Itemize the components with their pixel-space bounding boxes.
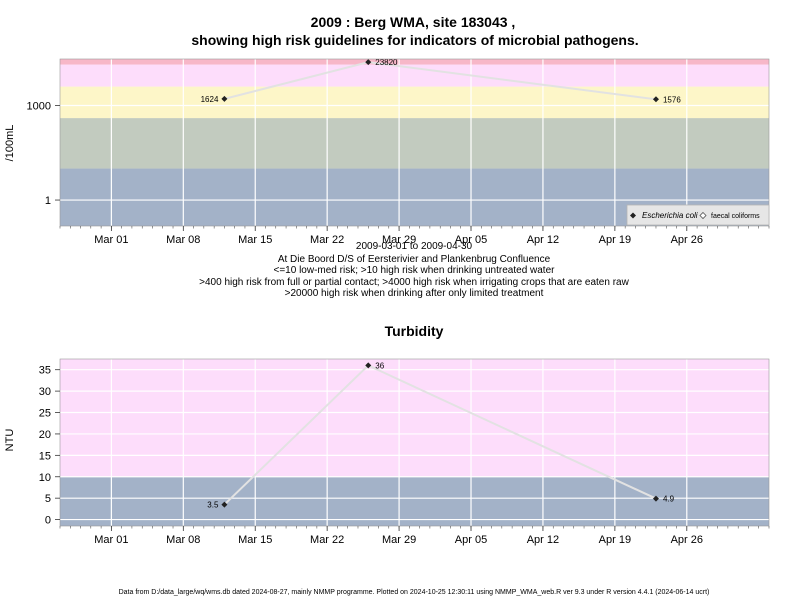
note-risk-contact: >400 high risk from full or partial cont…	[199, 277, 629, 288]
legend-ecoli-marker	[630, 212, 636, 219]
counts-xtick-label-0: Mar 01	[94, 234, 128, 246]
turbidity-ytick-label-5: 25	[39, 408, 51, 420]
turbidity-point-2	[652, 495, 659, 502]
counts-point-label-1: 23820	[375, 58, 398, 67]
counts-point-2	[652, 96, 659, 103]
ecoli-series: 1624 23820 1576	[201, 58, 682, 104]
note-daterange: 2009-03-01 to 2009-04-30	[356, 241, 473, 252]
y-axis-label-counts: /100mL	[4, 125, 16, 162]
counts-band-1	[60, 118, 769, 169]
note-site: At Die Boord D/S of Eersterivier and Pla…	[278, 254, 551, 265]
turbidity-xtick-label-5: Apr 05	[455, 534, 487, 546]
counts-point-label-2: 1576	[663, 95, 681, 104]
turbidity-ytick-label-6: 30	[39, 386, 51, 398]
legend-ecoli-label: Escherichia coli	[642, 211, 698, 220]
turbidity-xtick-label-2: Mar 15	[238, 534, 272, 546]
counts-xtick-label-1: Mar 08	[166, 234, 200, 246]
counts-xtick-label-5: Apr 05	[455, 234, 487, 246]
counts-xtick-label-7: Apr 19	[599, 234, 631, 246]
footer-note: Data from D:/data_large/wq/wms.db dated …	[119, 589, 710, 596]
counts-ytick-label-0: 1	[45, 195, 51, 207]
counts-band-2	[60, 86, 769, 119]
counts-point-label-0: 1624	[201, 95, 219, 104]
axes-turbidity: Mar 01 Mar 08 Mar 15 Mar 22 Mar 29 Apr 05 Apr …	[39, 358, 770, 546]
turbidity-xtick-label-4: Mar 29	[382, 534, 416, 546]
turbidity-ytick-label-0: 0	[45, 515, 51, 527]
y-axis-label-ntu: NTU	[4, 429, 16, 452]
counts-band-3	[60, 64, 769, 87]
risk-bands	[60, 59, 769, 226]
counts-ytick-label-1: 1000	[27, 101, 51, 113]
counts-band-4	[60, 59, 769, 65]
counts-xtick-label-3: Mar 22	[310, 234, 344, 246]
turbidity-xtick-label-0: Mar 01	[94, 534, 128, 546]
counts-plot-frame	[59, 58, 770, 227]
counts-point-1	[365, 59, 372, 66]
turbidity-xtick-label-1: Mar 08	[166, 534, 200, 546]
turbidity-ytick-label-3: 15	[39, 450, 51, 462]
turbidity-band-1	[60, 359, 769, 477]
turbidity-ytick-label-2: 10	[39, 472, 51, 484]
chart-title-line2: showing high risk guidelines for indicat…	[191, 32, 638, 48]
turbidity-xtick-label-3: Mar 22	[310, 534, 344, 546]
note-risk-low: <=10 low-med risk; >10 high risk when dr…	[274, 265, 556, 276]
turbidity-series: 3.5 36 4.9	[207, 361, 674, 509]
turbidity-gridlines	[60, 359, 769, 526]
counts-xtick-label-6: Apr 12	[527, 234, 559, 246]
legend-fc-label: faecal coliforms	[711, 213, 760, 220]
legend-fc-marker	[699, 211, 707, 220]
chart-title: 2009 : Berg WMA, site 183043 ,	[311, 14, 516, 30]
turbidity-bands	[60, 359, 769, 526]
counts-xtick-label-2: Mar 15	[238, 234, 272, 246]
turbidity-point-label-1: 36	[375, 361, 384, 370]
turbidity-point-1	[365, 362, 372, 369]
turbidity-xtick-label-7: Apr 19	[599, 534, 631, 546]
turbidity-band-0	[60, 476, 769, 526]
turbidity-ytick-label-7: 35	[39, 365, 51, 377]
turbidity-ytick-label-4: 20	[39, 429, 51, 441]
turbidity-xtick-label-6: Apr 12	[527, 534, 559, 546]
counts-xtick-label-8: Apr 26	[671, 234, 703, 246]
axes-counts: Mar 01 Mar 08 Mar 15 Mar 22 Mar 29 Apr 05 Apr …	[27, 58, 770, 246]
turbidity-xtick-label-8: Apr 26	[671, 534, 703, 546]
note-risk-treatment: >20000 high risk when drinking after onl…	[285, 288, 544, 299]
turbidity-point-label-0: 3.5	[207, 501, 219, 510]
turbidity-point-label-2: 4.9	[663, 495, 675, 504]
counts-point-0	[221, 95, 228, 102]
gridlines	[60, 59, 769, 226]
turbidity-title: Turbidity	[385, 323, 444, 339]
turbidity-ytick-label-1: 5	[45, 493, 51, 505]
legend: Escherichia coli faecal coliforms	[626, 204, 770, 226]
turbidity-point-0	[221, 501, 228, 508]
turbidity-plot-frame	[59, 358, 770, 527]
counts-xtick-label-4: Mar 29	[382, 234, 416, 246]
